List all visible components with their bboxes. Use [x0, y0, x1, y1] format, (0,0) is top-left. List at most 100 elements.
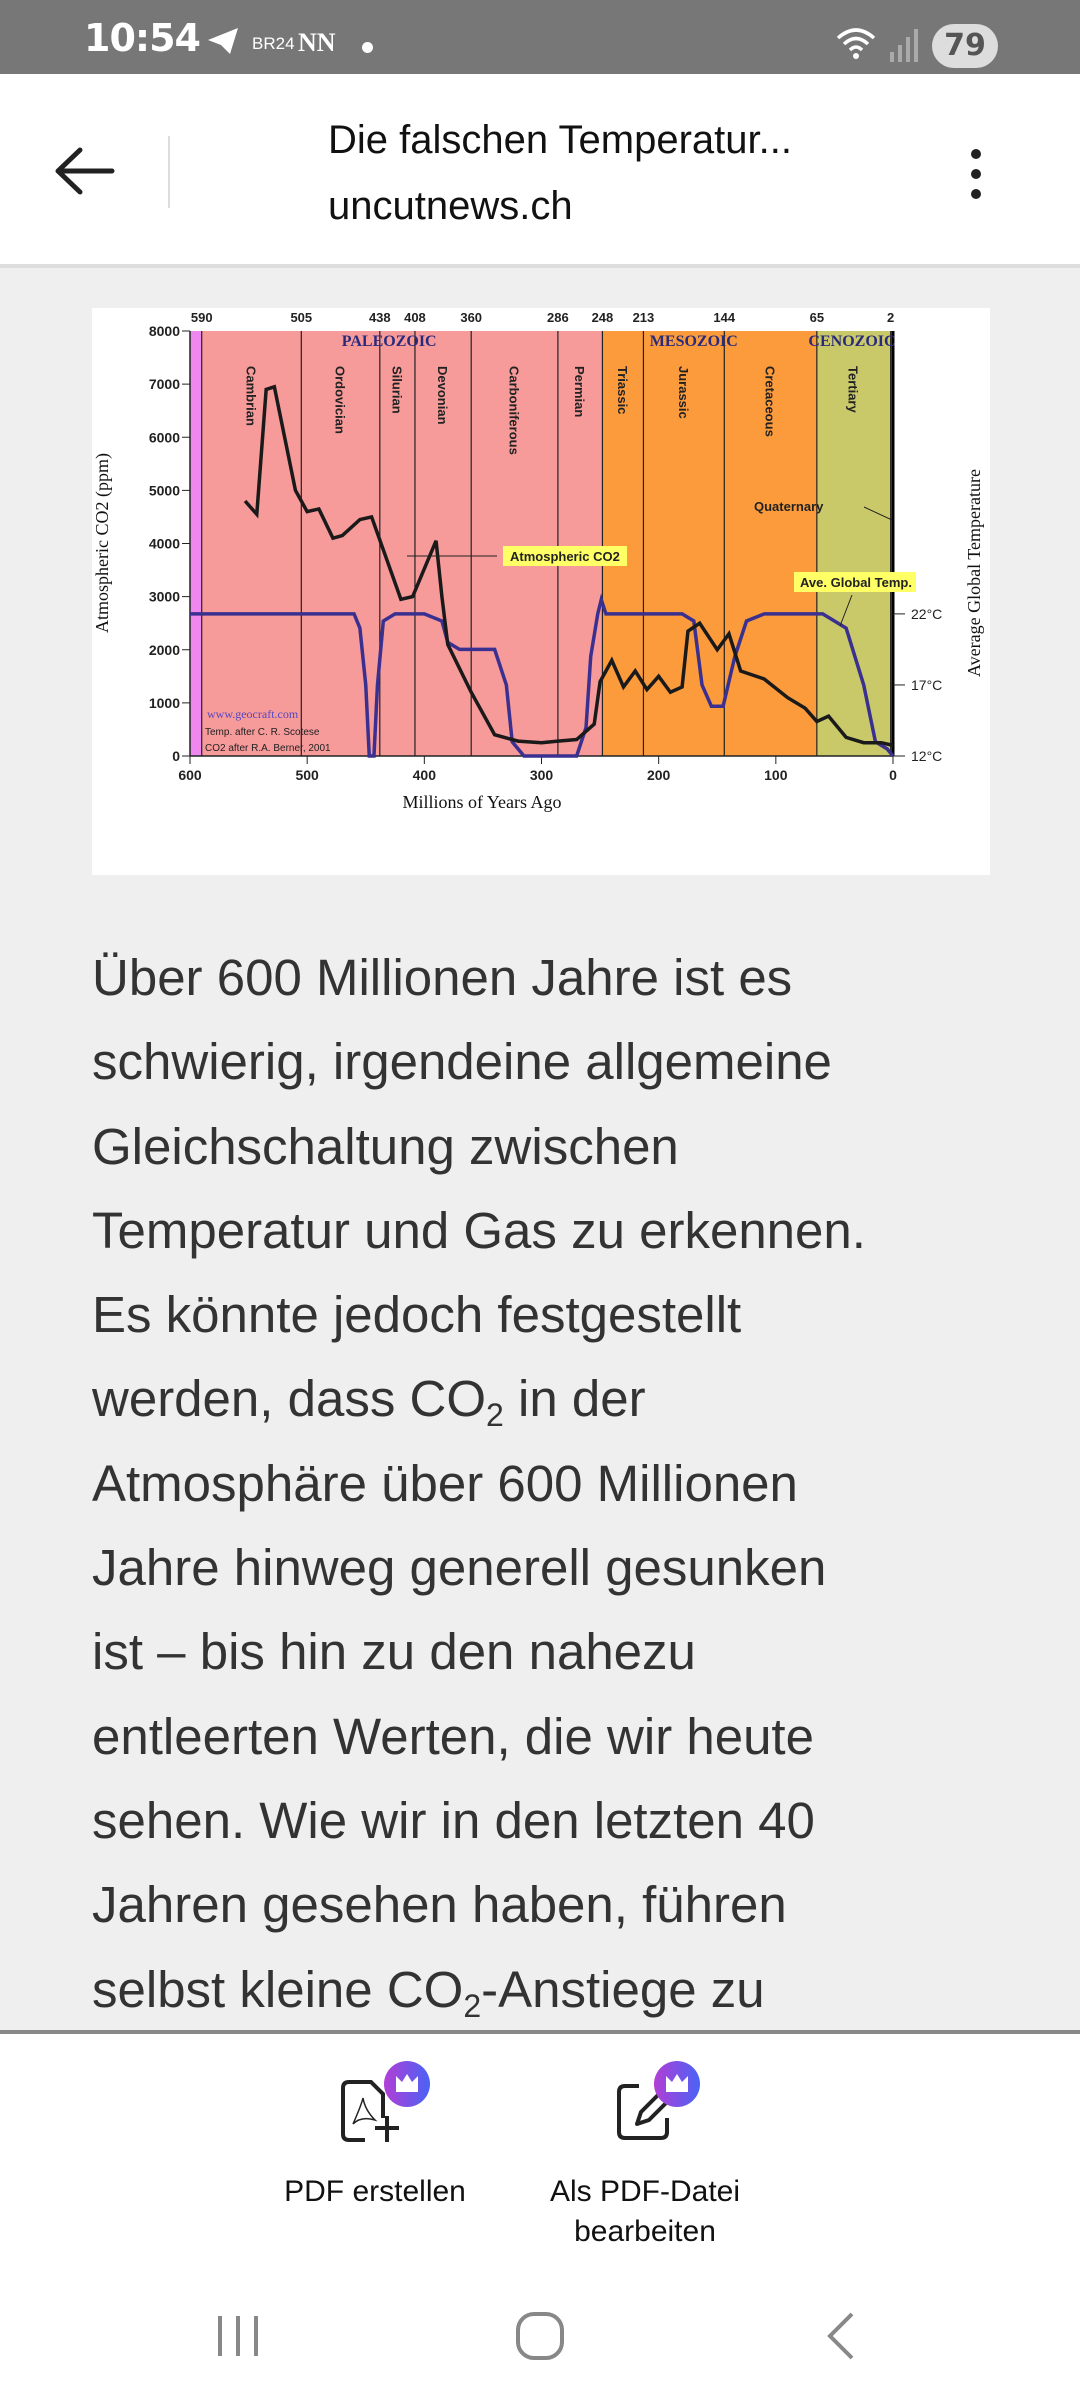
- telegram-icon: [208, 28, 238, 54]
- article-line: Über 600 Millionen Jahre ist es: [92, 936, 1052, 1020]
- y-tick-label: 5000: [149, 482, 180, 498]
- header-divider: [168, 136, 170, 208]
- article-line: sehen. Wie wir in den letzten 40: [92, 1779, 1052, 1863]
- era-label: CENOZOIC: [808, 333, 895, 350]
- article-line: selbst kleine CO2-Anstiege zu: [92, 1948, 1052, 2032]
- x-tick-label: 100: [764, 767, 788, 783]
- line-text: entleerten Werten, die wir heute: [92, 1707, 814, 1765]
- line-text: Gleichschaltung zwischen: [92, 1117, 679, 1175]
- y-tick-label: 3000: [149, 589, 180, 605]
- y-tick-label: 1000: [149, 695, 180, 711]
- boundary-label: 590: [191, 310, 213, 325]
- premium-crown-icon: [654, 2061, 700, 2107]
- line-text: ist – bis hin zu den nahezu: [92, 1623, 696, 1681]
- create-pdf-button[interactable]: PDF erstellen: [270, 2034, 480, 2212]
- website-credit: www.geocraft.com: [207, 707, 299, 721]
- temperature-series-line: [190, 593, 895, 758]
- article-text: Über 600 Millionen Jahre ist es schwierig…: [92, 936, 1052, 2032]
- x-tick-label: 0: [889, 767, 897, 783]
- y-tick-label: 2000: [149, 642, 180, 658]
- x-tick-label: 200: [647, 767, 671, 783]
- line-text: Atmosphäre über 600 Millionen: [92, 1454, 798, 1512]
- paleozoic-region: [201, 331, 603, 756]
- battery-indicator: 79: [932, 24, 998, 68]
- create-pdf-icon: [341, 2080, 399, 2142]
- line-text: Es könnte jedoch festgestellt: [92, 1286, 742, 1344]
- page-domain: uncutnews.ch: [328, 184, 573, 228]
- nn-icon: NN: [298, 28, 336, 57]
- boundary-label: 408: [404, 310, 426, 325]
- line-text: schwierig, irgendeine allgemeine: [92, 1033, 832, 1091]
- x-tick-label: 300: [530, 767, 554, 783]
- edit-as-pdf-button[interactable]: Als PDF-Datei bearbeiten: [530, 2034, 760, 2252]
- article-line: werden, dass CO2 in der: [92, 1357, 1052, 1441]
- article-line: Atmosphäre über 600 Millionen: [92, 1442, 1052, 1526]
- cenozoic-region: [816, 331, 893, 756]
- line-text: selbst kleine CO: [92, 1960, 464, 2018]
- x-tick-label: 500: [295, 767, 319, 783]
- more-options-icon[interactable]: [956, 144, 996, 204]
- y-tick-label: 8000: [149, 323, 180, 339]
- mesozoic-region: [602, 331, 817, 756]
- line-text: -Anstiege zu: [481, 1960, 765, 2018]
- article-line: entleerten Werten, die wir heute: [92, 1695, 1052, 1779]
- app-header: Die falschen Temperatur... uncutnews.ch: [0, 74, 1080, 268]
- home-icon: [516, 2312, 564, 2360]
- period-label: Silurian: [389, 366, 404, 414]
- subscript: 2: [486, 1397, 504, 1434]
- home-button[interactable]: [510, 2308, 570, 2364]
- line-text: sehen. Wie wir in den letzten 40: [92, 1791, 815, 1849]
- era-label: PALEOZOIC: [342, 333, 437, 350]
- boundary-label: 144: [713, 310, 735, 325]
- recent-apps-button[interactable]: [208, 2308, 268, 2364]
- article-line: Jahren gesehen haben, führen: [92, 1863, 1052, 1947]
- back-arrow-icon[interactable]: [52, 144, 116, 198]
- subscript: 2: [463, 1987, 482, 2024]
- status-bar: 10:54 BR24 NN 79: [0, 0, 1080, 74]
- article-line: Es könnte jedoch festgestellt: [92, 1273, 1052, 1357]
- article-line: Gleichschaltung zwischen: [92, 1105, 1052, 1189]
- period-label: Ordovician: [333, 366, 348, 434]
- boundary-label: 438: [369, 310, 391, 325]
- x-axis-title: Millions of Years Ago: [402, 792, 561, 812]
- page-title: Die falschen Temperatur...: [328, 118, 792, 162]
- system-back-button[interactable]: [812, 2308, 872, 2364]
- recent-apps-icon: [218, 2316, 258, 2356]
- boundary-label: 248: [592, 310, 614, 325]
- boundary-label: 2: [887, 310, 894, 325]
- period-label: Carboniferous: [507, 366, 522, 455]
- system-back-icon: [827, 2312, 854, 2360]
- period-label: Permian: [572, 366, 587, 417]
- co2-label-box: [503, 546, 627, 566]
- co2-credit: CO2 after R.A. Berner, 2001: [205, 743, 331, 754]
- premium-crown-icon: [384, 2061, 430, 2107]
- x-tick-label: 600: [178, 767, 202, 783]
- article-line: schwierig, irgendeine allgemeine: [92, 1020, 1052, 1104]
- line-text: Temperatur und Gas zu erkennen.: [92, 1201, 866, 1259]
- period-label: Devonian: [435, 366, 450, 425]
- temp-credit: Temp. after C. R. Scotese: [205, 727, 320, 738]
- temp-arrow: [839, 594, 853, 627]
- quaternary-label: Quaternary: [754, 499, 824, 514]
- period-label: Tertiary: [846, 366, 861, 413]
- article-line: ist – bis hin zu den nahezu: [92, 1610, 1052, 1694]
- boundary-label: 286: [547, 310, 569, 325]
- pre-cambrian-region: [190, 331, 202, 756]
- boundary-label: 360: [460, 310, 482, 325]
- article-line: Temperatur und Gas zu erkennen.: [92, 1189, 1052, 1273]
- boundary-label: 213: [633, 310, 655, 325]
- period-label: Cambrian: [244, 366, 259, 426]
- y-tick-label: 7000: [149, 376, 180, 392]
- y2-tick-label: 12°C: [911, 748, 942, 764]
- chart-svg: 590 505 438 408 360 286 248 213 144 65 2 PALEOZOIC M…: [92, 310, 984, 812]
- line-text: werden, dass CO: [92, 1370, 487, 1428]
- wifi-icon: [836, 28, 876, 59]
- period-label: Cretaceous: [763, 366, 778, 437]
- period-label: Triassic: [615, 366, 630, 414]
- x-tick-label: 400: [413, 767, 437, 783]
- co2-label: Atmospheric CO2: [510, 549, 620, 564]
- y-tick-label: 0: [172, 748, 180, 764]
- y2-tick-label: 17°C: [911, 677, 942, 693]
- br24-icon: BR24: [252, 34, 295, 53]
- system-nav-bar: [0, 2270, 1080, 2400]
